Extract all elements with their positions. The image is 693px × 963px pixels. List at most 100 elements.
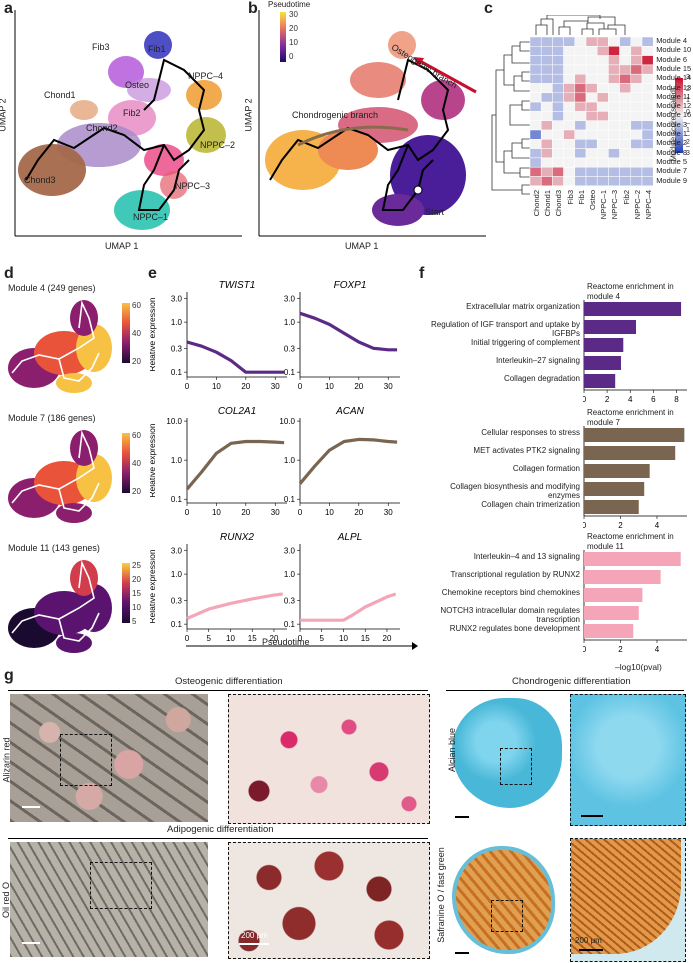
adipo-rule	[8, 838, 428, 839]
heatmap-cell	[608, 101, 620, 112]
heatmap-cell	[529, 111, 542, 121]
heatmap-col-label: Chond3	[554, 189, 564, 217]
reactome-term: Initial triggering of complement	[471, 338, 580, 347]
heatmap-cell	[574, 55, 587, 66]
heatmap-cell	[608, 92, 620, 103]
pseudotime-cloud	[390, 135, 466, 215]
heatmap-cell	[552, 64, 564, 75]
scale-bar	[22, 806, 40, 808]
alcian-blue-image	[452, 698, 562, 808]
trajectory-line-branch	[381, 144, 434, 211]
alcian-label: Alcian blue	[447, 727, 458, 773]
heatmap-cell	[529, 157, 542, 168]
scale-bar	[22, 942, 40, 944]
heatmap-legend-tick: 2	[686, 85, 690, 93]
x-tick: 30	[384, 508, 393, 517]
reactome-term: Cellular responses to stress	[481, 428, 580, 437]
gene-title: RUNX2	[220, 532, 254, 543]
scale-bar	[455, 816, 469, 818]
heatmap-cell	[563, 46, 576, 56]
cluster-label: Fib1	[148, 44, 166, 54]
heatmap-cell	[540, 36, 553, 47]
heatmap-cell	[630, 111, 643, 121]
cluster-chond3	[18, 144, 86, 196]
heatmap-legend-tick: –3	[686, 143, 690, 157]
x-tick: 30	[384, 382, 393, 391]
heatmap-cell	[596, 176, 609, 187]
module-colorbar	[122, 563, 130, 623]
heatmap-cell	[552, 166, 564, 177]
heatmap-cell	[619, 101, 632, 112]
pseudotime-cloud	[318, 130, 378, 170]
heatmap-col-label: NPPC–2	[632, 189, 642, 219]
heatmap-cell	[619, 92, 632, 103]
heatmap-cell	[641, 157, 654, 168]
expression-line	[299, 311, 398, 352]
heatmap-cell	[585, 55, 598, 66]
chondro-rule	[446, 690, 684, 691]
reactome-bar	[584, 302, 682, 316]
heatmap-row-label: Module 13	[656, 82, 692, 92]
heatmap-legend-tick: 1	[686, 97, 690, 104]
pseudotime-axis-arrow	[186, 642, 418, 650]
heatmap-cell	[619, 120, 632, 131]
heatmap-cell	[630, 120, 643, 131]
scale-label: 200 μm	[575, 936, 602, 945]
trajectory-line-branch	[137, 144, 190, 211]
heatmap-cell	[563, 101, 576, 112]
heatmap-cell	[619, 148, 632, 159]
heatmap-cell	[552, 46, 564, 56]
heatmap-cell	[585, 64, 598, 75]
heatmap-cell	[641, 46, 654, 56]
y-tick: 0.1	[171, 495, 183, 504]
oil-red-image	[10, 842, 208, 957]
zoom-box	[500, 748, 532, 785]
heatmap-cell	[563, 73, 576, 84]
heatmap-cell	[563, 176, 576, 187]
x-tick: 0	[583, 521, 587, 530]
heatmap-cell	[619, 139, 632, 149]
heatmap-cell	[630, 148, 643, 159]
heatmap-cell	[619, 157, 632, 168]
module-umap	[8, 430, 112, 523]
heatmap-cell	[585, 92, 598, 103]
heatmap-cell	[585, 36, 598, 47]
heatmap-cell	[596, 120, 609, 131]
heatmap-cell	[563, 55, 576, 66]
heatmap-cell	[529, 64, 542, 75]
heatmap-cell	[563, 64, 576, 75]
module-colorbar-tick: 40	[132, 329, 141, 338]
heatmap-cell	[630, 64, 643, 75]
expression-line	[185, 439, 285, 491]
y-axis-label: Relative expression	[150, 549, 157, 623]
umap-y-label: UMAP 2	[0, 98, 8, 132]
heatmap-cell	[585, 157, 598, 168]
reactome-term: Collagen degradation	[503, 374, 580, 383]
reactome-term: Collagen chain trimerization	[481, 500, 580, 509]
heatmap-row-label: Module 10	[656, 45, 692, 55]
heatmap-cell	[630, 73, 643, 84]
reactome-term: RUNX2 regulates bone development	[449, 624, 580, 633]
y-tick: 1.0	[171, 570, 183, 579]
module-title: Module 4 (249 genes)	[8, 283, 96, 293]
module-colorbar-tick: 25	[132, 561, 141, 570]
x-tick: 0	[583, 645, 587, 654]
heatmap-cell	[630, 36, 643, 47]
heatmap-cell	[552, 92, 564, 103]
heatmap-cell	[552, 148, 564, 159]
heatmap-legend-tick: –1	[686, 120, 690, 134]
x-tick: 4	[655, 645, 660, 654]
heatmap-row-label: Module 14	[656, 73, 692, 83]
heatmap-cell	[608, 139, 620, 149]
x-tick: 2	[605, 395, 610, 404]
heatmap-cell	[574, 73, 587, 84]
heatmap-cell	[585, 166, 598, 177]
heatmap-col-label: Fib3	[565, 189, 575, 205]
cluster-label: Chond2	[86, 123, 118, 133]
alcian-blue-zoom-image	[570, 694, 686, 826]
heatmap-cell	[585, 83, 598, 94]
module-umap	[8, 560, 112, 653]
x-tick: 5	[320, 634, 325, 643]
x-tick: 4	[655, 521, 660, 530]
module-colorbar-tick: 10	[132, 603, 141, 612]
